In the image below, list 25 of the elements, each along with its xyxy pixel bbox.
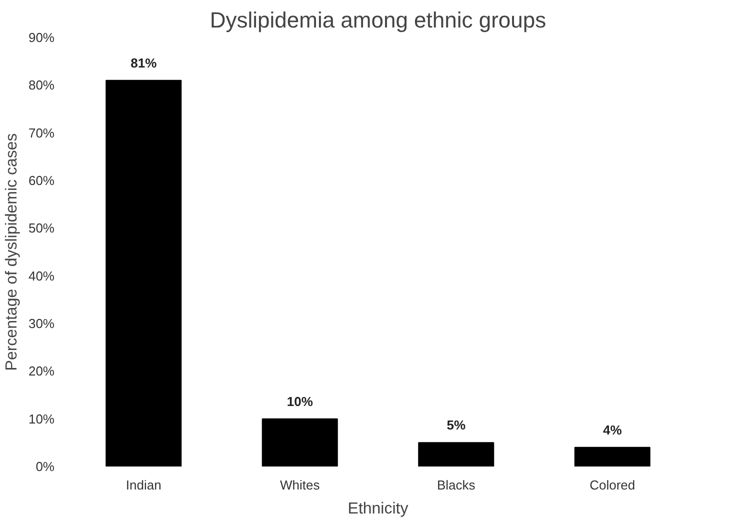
y-tick-label: 10% — [28, 411, 55, 426]
y-tick-label: 30% — [28, 316, 55, 331]
bar — [574, 446, 650, 466]
y-tick-label: 70% — [28, 125, 55, 140]
x-tick-label: Indian — [126, 478, 162, 492]
y-tick-label: 50% — [28, 220, 55, 236]
x-tick-label: Colored — [590, 478, 636, 492]
x-tick-label: Whites — [280, 478, 320, 492]
bar — [418, 442, 494, 466]
bar — [106, 80, 182, 466]
y-tick-label: 40% — [28, 268, 55, 284]
data-label: 10% — [286, 394, 314, 409]
y-axis-title: Percentage of dyslipidemic cases — [3, 133, 20, 371]
y-tick-label: 60% — [28, 173, 55, 188]
y-tick-label: 0% — [36, 459, 55, 474]
x-tick-label: Blacks — [436, 478, 476, 492]
y-tick-label: 90% — [28, 30, 55, 45]
data-label: 4% — [602, 422, 622, 438]
chart-title: Dyslipidemia among ethnic groups — [210, 8, 546, 32]
y-tick-label: 80% — [28, 78, 55, 93]
x-axis-title: Ethnicity — [348, 500, 408, 518]
data-label: 5% — [446, 418, 466, 433]
y-tick-label: 20% — [28, 364, 55, 379]
bar — [262, 418, 338, 466]
data-label: 81% — [130, 55, 158, 70]
